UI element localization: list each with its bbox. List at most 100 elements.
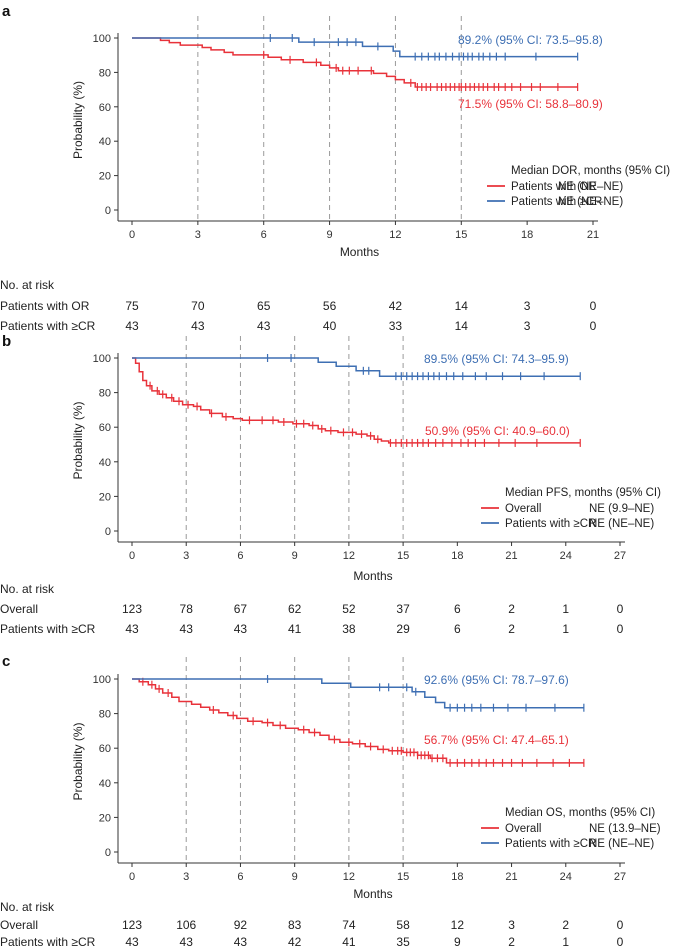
- risk-value: 0: [617, 602, 624, 616]
- km-curve-red: [132, 357, 581, 444]
- risk-value: 43: [180, 935, 194, 946]
- risk-value: 0: [617, 918, 624, 932]
- x-tick-label: 3: [195, 229, 201, 241]
- risk-value: 43: [191, 319, 205, 333]
- x-tick-label: 6: [237, 871, 243, 883]
- x-tick-label: 21: [505, 871, 517, 883]
- legend-label: Patients with ≥CR: [505, 518, 596, 530]
- x-tick-label: 18: [521, 229, 533, 241]
- annotation-overall: 56.7% (95% CI: 47.4–65.1): [424, 733, 569, 747]
- legend-title: Median OS, months (95% CI): [505, 807, 655, 819]
- y-tick-label: 20: [99, 171, 111, 183]
- risk-value: 35: [396, 935, 410, 946]
- y-tick-label: 0: [105, 847, 111, 859]
- y-tick-label: 80: [99, 388, 111, 400]
- risk-value: 33: [389, 319, 403, 333]
- legend-median: NE (NE–NE): [558, 181, 623, 193]
- x-axis-label: Months: [353, 887, 392, 901]
- y-tick-label: 60: [99, 743, 111, 755]
- risk-value: 14: [455, 319, 469, 333]
- risk-value: 12: [451, 918, 465, 932]
- risk-value: 3: [524, 299, 531, 313]
- risk-value: 6: [454, 622, 461, 636]
- risk-value: 43: [234, 935, 248, 946]
- risk-header: No. at risk: [0, 582, 55, 596]
- risk-value: 67: [234, 602, 248, 616]
- x-axis-label: Months: [340, 245, 379, 259]
- y-tick-label: 20: [99, 491, 111, 503]
- risk-value: 83: [288, 918, 302, 932]
- y-axis-label: Probability (%): [71, 81, 85, 159]
- x-tick-label: 15: [455, 229, 467, 241]
- y-tick-label: 0: [105, 205, 111, 217]
- risk-row-label: Patients with ≥CR: [0, 622, 96, 636]
- risk-value: 92: [234, 918, 248, 932]
- risk-value: 43: [125, 319, 139, 333]
- y-tick-label: 100: [93, 353, 111, 365]
- panel-letter: c: [2, 653, 10, 670]
- x-tick-label: 12: [343, 550, 355, 562]
- risk-value: 3: [524, 319, 531, 333]
- x-tick-label: 9: [292, 871, 298, 883]
- risk-value: 6: [454, 602, 461, 616]
- risk-row-label: Overall: [0, 602, 38, 616]
- risk-value: 14: [455, 299, 469, 313]
- risk-value: 70: [191, 299, 205, 313]
- legend-median: NE (13.9–NE): [589, 823, 661, 835]
- annotation-cr: 89.5% (95% CI: 74.3–95.9): [424, 352, 569, 366]
- risk-value: 38: [342, 622, 356, 636]
- x-tick-label: 21: [505, 550, 517, 562]
- panel-letter: b: [2, 333, 11, 350]
- risk-value: 0: [617, 935, 624, 946]
- legend-label: Patients with OR: [511, 181, 597, 193]
- panel-a: a 0 20 40 60 80 100 0 3 6 9 12 15 18 21 Probability (%)…: [0, 3, 670, 333]
- risk-value: 9: [454, 935, 461, 946]
- x-tick-label: 6: [261, 229, 267, 241]
- legend-median: NE (NE–NE): [558, 196, 623, 208]
- risk-row-label: Patients with ≥CR: [0, 319, 96, 333]
- km-curve-red: [132, 37, 578, 88]
- risk-value: 0: [617, 622, 624, 636]
- risk-value: 65: [257, 299, 271, 313]
- x-tick-label: 15: [397, 871, 409, 883]
- risk-row-label: Patients with ≥CR: [0, 935, 96, 946]
- risk-header: No. at risk: [0, 900, 55, 914]
- risk-value: 43: [257, 319, 271, 333]
- x-tick-label: 21: [587, 229, 599, 241]
- y-tick-label: 80: [99, 67, 111, 79]
- risk-value: 37: [396, 602, 410, 616]
- x-tick-label: 0: [129, 550, 135, 562]
- y-tick-label: 40: [99, 778, 111, 790]
- legend-label: Patients with ≥CR: [505, 838, 596, 850]
- legend-title: Median PFS, months (95% CI): [505, 487, 661, 499]
- legend-label: Overall: [505, 503, 541, 515]
- x-tick-label: 15: [397, 550, 409, 562]
- x-tick-label: 0: [129, 229, 135, 241]
- x-tick-label: 27: [614, 550, 626, 562]
- risk-value: 2: [508, 622, 515, 636]
- y-axis-label: Probability (%): [71, 722, 85, 800]
- risk-value: 43: [125, 622, 139, 636]
- x-tick-label: 24: [560, 871, 572, 883]
- annotation-overall: 71.5% (95% CI: 58.8–80.9): [458, 97, 603, 111]
- risk-value: 29: [396, 622, 410, 636]
- risk-value: 42: [389, 299, 403, 313]
- risk-value: 1: [562, 935, 569, 946]
- km-curve-red: [132, 678, 584, 764]
- risk-value: 2: [508, 602, 515, 616]
- risk-value: 62: [288, 602, 302, 616]
- y-tick-label: 40: [99, 457, 111, 469]
- legend-title: Median DOR, months (95% CI): [511, 165, 670, 177]
- risk-value: 52: [342, 602, 356, 616]
- risk-value: 1: [562, 602, 569, 616]
- legend-median: NE (NE–NE): [589, 838, 654, 850]
- x-tick-label: 0: [129, 871, 135, 883]
- risk-value: 41: [342, 935, 356, 946]
- y-tick-label: 60: [99, 102, 111, 114]
- y-tick-label: 0: [105, 526, 111, 538]
- y-axis-label: Probability (%): [71, 401, 85, 479]
- risk-value: 3: [508, 918, 515, 932]
- annotation-cr: 92.6% (95% CI: 78.7–97.6): [424, 673, 569, 687]
